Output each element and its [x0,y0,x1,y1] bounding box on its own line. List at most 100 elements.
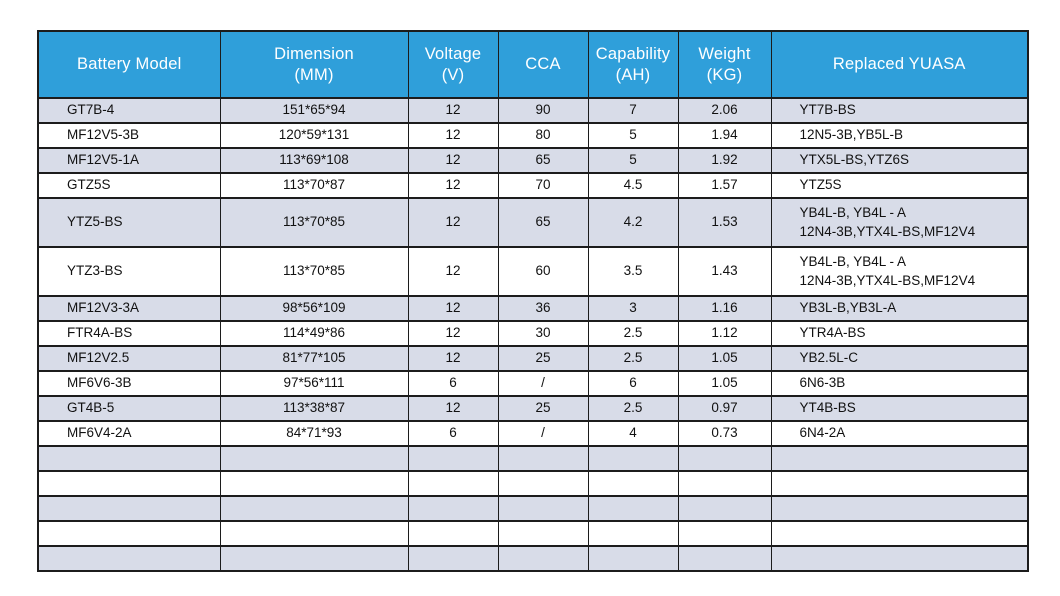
cell: YTZ5-BS [37,197,221,248]
table-row: MF6V4-2A 84*71*93 6/4 0.73 6N4-2A [37,420,1029,447]
cell: / [497,420,589,447]
table-body: GT7B-4 151*65*94 12 90 7 2.06 YT7B-BS MF12V5-3B… [37,97,1029,572]
cell: 151*65*94 [219,97,409,124]
empty-cell [219,495,409,522]
cell: MF12V5-3B [37,122,221,149]
cell: 113*38*87 [219,395,409,422]
empty-cell [677,545,772,572]
cell: 1.57 [677,172,772,199]
cell: 6 [407,370,499,397]
empty-cell [587,520,679,547]
cell: 36 [497,295,589,322]
cell: 70 [497,172,589,199]
table-row: GTZ5S 113*70*87 12 70 4.5 1.57 YTZ5S [37,172,1029,199]
cell: 12 [407,246,499,297]
cell: MF12V2.5 [37,345,221,372]
cell: 1.16 [677,295,772,322]
cell: 120*59*131 [219,122,409,149]
cell: 5 [587,147,679,174]
cell: 4.5 [587,172,679,199]
cell: 1.05 [677,345,772,372]
cell: 1.05 [677,370,772,397]
cell: YTX5L-BS,YTZ6S [770,147,1029,174]
cell: 2.5 [587,395,679,422]
table-row: GT4B-5 113*38*87 12 25 2.5 0.97 YT4B-BS [37,395,1029,422]
empty-cell [770,545,1029,572]
table-row: MF12V3-3A 98*56*109 12 36 3 1.16 YB3L-B,YB3L-A [37,295,1029,322]
empty-cell [219,445,409,472]
column-header-capability: Capability (AH) [587,30,679,99]
column-header-dimension: Dimension (MM) [219,30,409,99]
empty-cell [497,470,589,497]
cell: 90 [497,97,589,124]
cell: 6N6-3B [770,370,1029,397]
empty-cell [407,470,499,497]
cell: YT7B-BS [770,97,1029,124]
empty-cell [587,545,679,572]
empty-cell [407,495,499,522]
cell: YB4L-B, YB4L - A 12N4-3B,YTX4L-BS,MF12V4 [770,197,1029,248]
cell: YTZ3-BS [37,246,221,297]
cell: 113*70*85 [219,197,409,248]
cell: 1.43 [677,246,772,297]
cell: 113*70*85 [219,246,409,297]
cell: 12N5-3B,YB5L-B [770,122,1029,149]
empty-cell [770,445,1029,472]
empty-cell [677,445,772,472]
cell: 113*69*108 [219,147,409,174]
cell: 12 [407,147,499,174]
table-row: MF6V6-3B 97*56*111 6/6 1.05 6N6-3B [37,370,1029,397]
cell: MF12V5-1A [37,147,221,174]
cell: 0.97 [677,395,772,422]
cell: FTR4A-BS [37,320,221,347]
column-header-replaced-yuasa: Replaced YUASA [770,30,1029,99]
cell: 60 [497,246,589,297]
empty-cell [587,495,679,522]
cell: 4.2 [587,197,679,248]
column-header-cca: CCA [497,30,589,99]
empty-cell [497,445,589,472]
cell: 2.06 [677,97,772,124]
cell: 12 [407,97,499,124]
cell: 25 [497,345,589,372]
empty-cell [407,445,499,472]
cell: 12 [407,345,499,372]
cell: 12 [407,295,499,322]
cell: GT7B-4 [37,97,221,124]
cell: YB4L-B, YB4L - A 12N4-3B,YTX4L-BS,MF12V4 [770,246,1029,297]
cell: 6 [587,370,679,397]
cell: YTZ5S [770,172,1029,199]
empty-cell [407,520,499,547]
cell: 1.12 [677,320,772,347]
cell: MF6V6-3B [37,370,221,397]
cell: 3 [587,295,679,322]
cell: 2.5 [587,320,679,347]
empty-cell [770,495,1029,522]
empty-cell [219,520,409,547]
empty-cell [497,495,589,522]
cell: 4 [587,420,679,447]
empty-cell [497,545,589,572]
empty-cell [497,520,589,547]
cell: YTR4A-BS [770,320,1029,347]
cell: 1.53 [677,197,772,248]
empty-row [37,470,1029,497]
header-row: Battery Model Dimension (MM) Voltage (V)… [37,30,1029,99]
cell: 65 [497,147,589,174]
table-header: Battery Model Dimension (MM) Voltage (V)… [37,30,1029,99]
cell: 98*56*109 [219,295,409,322]
empty-row [37,445,1029,472]
empty-cell [37,520,221,547]
cell: 80 [497,122,589,149]
cell: 6N4-2A [770,420,1029,447]
empty-cell [407,545,499,572]
table-row: MF12V5-1A 113*69*108 12 65 5 1.92 YTX5L-BS,YTZ… [37,147,1029,174]
empty-row [37,545,1029,572]
empty-cell [770,470,1029,497]
cell: GTZ5S [37,172,221,199]
column-header-voltage: Voltage (V) [407,30,499,99]
empty-cell [587,445,679,472]
cell: 2.5 [587,345,679,372]
empty-cell [587,470,679,497]
